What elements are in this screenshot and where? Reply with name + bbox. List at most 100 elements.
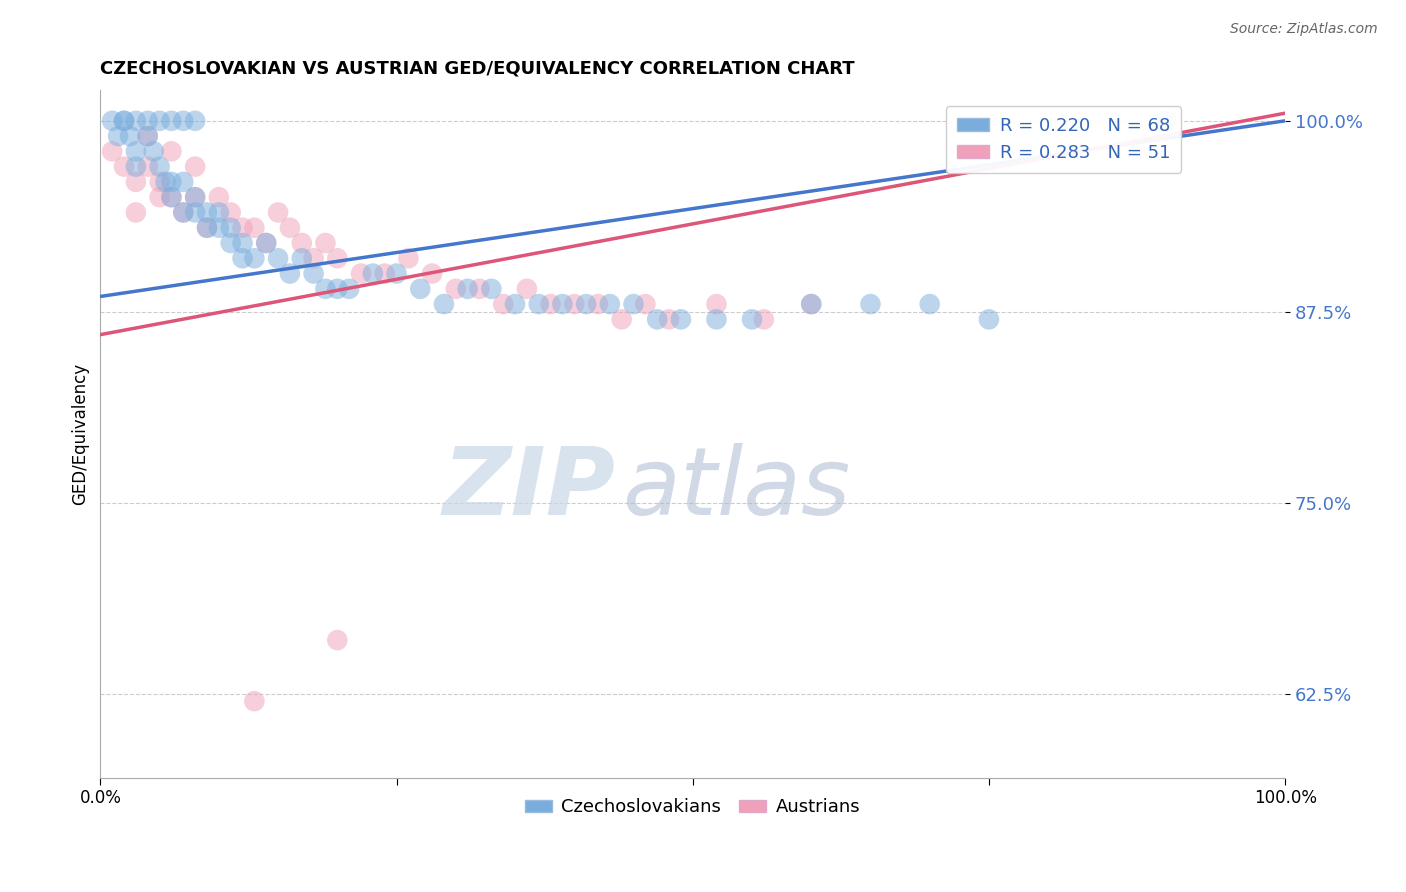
Point: [527, 297, 550, 311]
Point: [184, 190, 207, 204]
Point: [208, 205, 231, 219]
Point: [551, 297, 574, 311]
Point: [444, 282, 467, 296]
Point: [208, 220, 231, 235]
Point: [420, 267, 443, 281]
Point: [492, 297, 515, 311]
Point: [918, 297, 941, 311]
Text: Source: ZipAtlas.com: Source: ZipAtlas.com: [1230, 22, 1378, 37]
Point: [254, 235, 277, 250]
Point: [136, 160, 159, 174]
Point: [125, 205, 148, 219]
Point: [800, 297, 823, 311]
Point: [503, 297, 526, 311]
Point: [155, 175, 177, 189]
Point: [396, 252, 419, 266]
Point: [350, 267, 373, 281]
Point: [326, 282, 349, 296]
Point: [562, 297, 585, 311]
Point: [706, 297, 728, 311]
Point: [599, 297, 621, 311]
Point: [326, 252, 349, 266]
Point: [184, 160, 207, 174]
Point: [291, 235, 314, 250]
Point: [658, 312, 681, 326]
Point: [149, 175, 172, 189]
Point: [1156, 113, 1178, 128]
Point: [706, 312, 728, 326]
Point: [136, 113, 159, 128]
Point: [479, 282, 502, 296]
Point: [314, 235, 336, 250]
Point: [101, 113, 124, 128]
Point: [267, 205, 290, 219]
Point: [291, 252, 314, 266]
Y-axis label: GED/Equivalency: GED/Equivalency: [72, 363, 89, 505]
Point: [540, 297, 562, 311]
Point: [219, 220, 242, 235]
Point: [219, 235, 242, 250]
Point: [125, 113, 148, 128]
Point: [125, 145, 148, 159]
Point: [669, 312, 692, 326]
Point: [302, 252, 325, 266]
Point: [160, 190, 183, 204]
Point: [610, 312, 633, 326]
Point: [586, 297, 609, 311]
Point: [374, 267, 396, 281]
Point: [800, 297, 823, 311]
Point: [112, 113, 135, 128]
Point: [160, 175, 183, 189]
Point: [125, 175, 148, 189]
Point: [302, 267, 325, 281]
Point: [160, 190, 183, 204]
Point: [278, 267, 301, 281]
Text: atlas: atlas: [621, 443, 849, 534]
Point: [337, 282, 360, 296]
Point: [231, 235, 253, 250]
Point: [125, 160, 148, 174]
Point: [142, 145, 165, 159]
Point: [409, 282, 432, 296]
Point: [136, 129, 159, 144]
Point: [160, 145, 183, 159]
Point: [112, 113, 135, 128]
Point: [385, 267, 408, 281]
Point: [172, 205, 194, 219]
Point: [314, 282, 336, 296]
Point: [184, 113, 207, 128]
Point: [184, 190, 207, 204]
Point: [172, 205, 194, 219]
Point: [172, 175, 194, 189]
Point: [136, 129, 159, 144]
Text: CZECHOSLOVAKIAN VS AUSTRIAN GED/EQUIVALENCY CORRELATION CHART: CZECHOSLOVAKIAN VS AUSTRIAN GED/EQUIVALE…: [100, 60, 855, 78]
Point: [243, 252, 266, 266]
Point: [195, 205, 218, 219]
Point: [278, 220, 301, 235]
Point: [741, 312, 763, 326]
Point: [160, 113, 183, 128]
Point: [149, 160, 172, 174]
Text: ZIP: ZIP: [443, 443, 616, 535]
Point: [101, 145, 124, 159]
Point: [219, 205, 242, 219]
Point: [977, 312, 1000, 326]
Point: [752, 312, 775, 326]
Point: [457, 282, 479, 296]
Point: [184, 205, 207, 219]
Point: [433, 297, 456, 311]
Point: [326, 633, 349, 648]
Point: [231, 220, 253, 235]
Point: [195, 220, 218, 235]
Point: [195, 220, 218, 235]
Point: [254, 235, 277, 250]
Point: [468, 282, 491, 296]
Point: [267, 252, 290, 266]
Point: [107, 129, 129, 144]
Point: [516, 282, 538, 296]
Point: [149, 113, 172, 128]
Point: [645, 312, 668, 326]
Point: [623, 297, 645, 311]
Point: [243, 694, 266, 708]
Point: [231, 252, 253, 266]
